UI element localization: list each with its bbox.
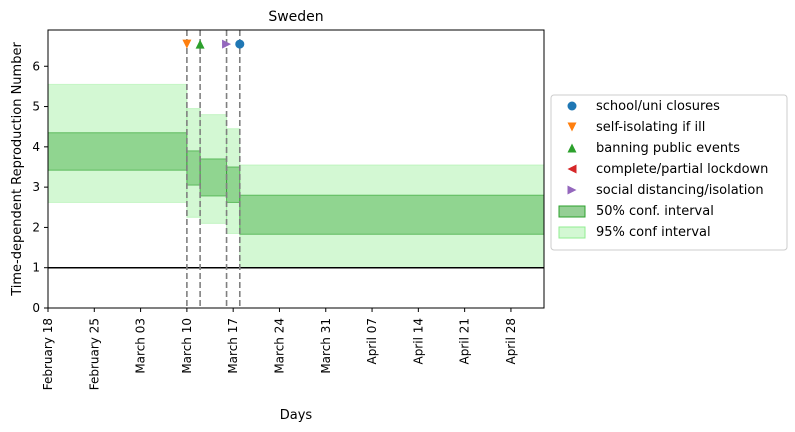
x-tick-label: April 21	[458, 318, 472, 365]
y-tick-label: 6	[32, 59, 40, 73]
ci95-band	[48, 83, 188, 203]
x-tick-label: March 31	[319, 318, 333, 374]
legend: school/uni closures self-isolating if ill…	[550, 94, 788, 251]
intervention-marker	[235, 39, 245, 49]
legend-marker	[567, 164, 577, 174]
x-tick-label: April 07	[365, 318, 379, 365]
x-tick-label: April 14	[411, 318, 425, 365]
y-tick-label: 5	[32, 100, 40, 114]
ci50-band	[226, 166, 241, 203]
ci50-band	[186, 150, 201, 186]
axes-frame	[47, 29, 545, 309]
legend-label: complete/partial lockdown	[596, 162, 768, 177]
y-tick-label: 4	[32, 140, 40, 154]
x-tick-label: February 25	[87, 318, 101, 390]
x-axis-label: Days	[280, 408, 313, 423]
legend-marker	[567, 185, 577, 195]
plot-area: 0 1 2 3 4 5 6 February 18 February 25 March 03 Mar…	[32, 29, 545, 390]
y-tick-label: 0	[32, 301, 40, 315]
plot-inner	[48, 30, 544, 308]
ci50-band	[48, 132, 188, 171]
legend-label: social distancing/isolation	[596, 183, 764, 198]
ci50-band	[199, 158, 228, 197]
legend-marker	[567, 122, 577, 132]
legend-label: 50% conf. interval	[596, 204, 714, 219]
legend-label: 95% conf interval	[596, 225, 711, 240]
x-tick-label: March 10	[180, 318, 194, 374]
x-tick-label: March 24	[272, 318, 286, 374]
y-axis-label: Time-dependent Reproduction Number	[10, 42, 25, 297]
y-tick-label: 2	[32, 220, 40, 234]
y-tick-label: 1	[32, 261, 40, 275]
intervention-marker	[195, 39, 205, 49]
legend-label: banning public events	[596, 141, 740, 156]
x-tick-label: March 03	[134, 318, 148, 374]
x-tick-label: February 18	[41, 318, 55, 390]
intervention-marker	[222, 39, 232, 49]
chart-title: Sweden	[268, 9, 323, 25]
ci50-band	[239, 194, 544, 235]
y-tick-label: 3	[32, 180, 40, 194]
x-tick-label: March 17	[226, 318, 240, 374]
legend-marker	[567, 143, 577, 153]
legend-box	[550, 94, 788, 251]
legend-swatch	[558, 205, 586, 218]
legend-label: school/uni closures	[596, 99, 720, 114]
legend-swatch	[558, 226, 586, 239]
legend-marker	[567, 101, 577, 111]
intervention-marker	[182, 39, 192, 49]
legend-label: self-isolating if ill	[596, 120, 705, 135]
x-tick-label: April 28	[504, 318, 518, 365]
